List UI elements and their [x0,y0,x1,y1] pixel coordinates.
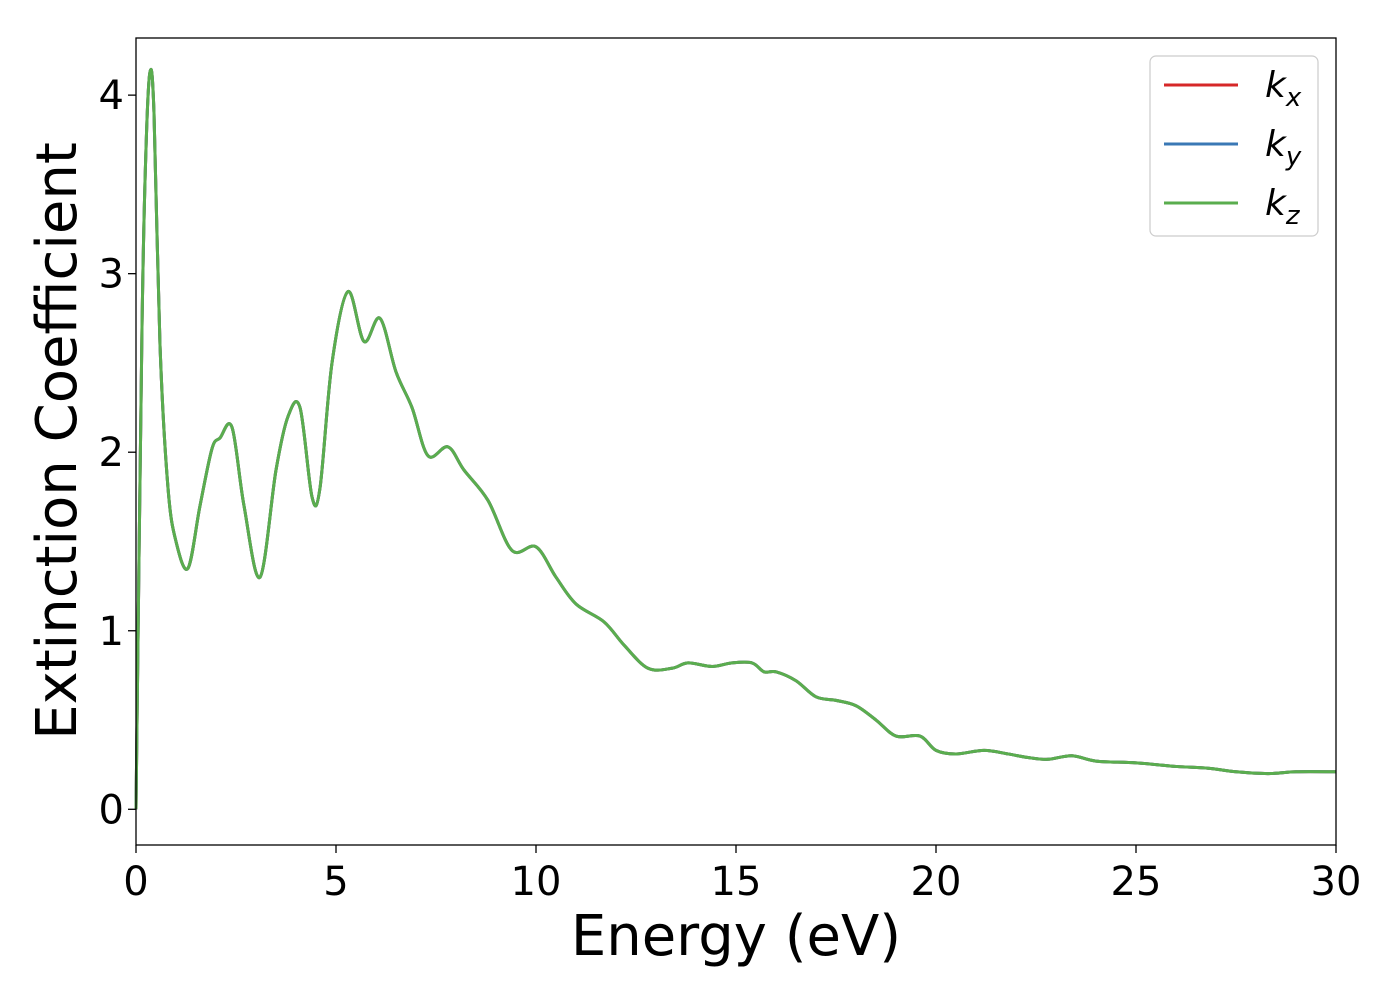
legend-label-kz: kz [1265,183,1301,231]
legend: kx ky kz [1149,55,1319,237]
legend-box [1149,55,1319,237]
x-axis-title: Energy (eV) [571,904,901,969]
x-tick-label: 15 [711,859,762,905]
x-tick-label: 25 [1111,859,1162,905]
x-tick-label: 30 [1311,859,1362,905]
x-tick-label: 0 [123,859,148,905]
y-tick-label: 1 [99,609,124,655]
y-tick-label: 3 [99,252,124,298]
y-tick-label: 2 [99,430,124,476]
legend-items: kx ky kz [1164,65,1302,231]
y-axis-ticks: 0 1 2 3 4 [99,73,136,833]
series-layer [134,67,1337,810]
y-axis-title: Extinction Coefficient [25,142,90,740]
x-axis-ticks: 0 5 10 15 20 25 30 [123,845,1361,905]
x-tick-label: 20 [911,859,962,905]
series-line-kz [134,67,1337,810]
y-tick-label: 0 [99,787,124,833]
x-tick-label: 10 [511,859,562,905]
y-tick-label: 4 [99,73,124,119]
legend-label-ky: ky [1265,124,1302,172]
x-tick-label: 5 [323,859,348,905]
legend-label-kx: kx [1265,65,1302,113]
